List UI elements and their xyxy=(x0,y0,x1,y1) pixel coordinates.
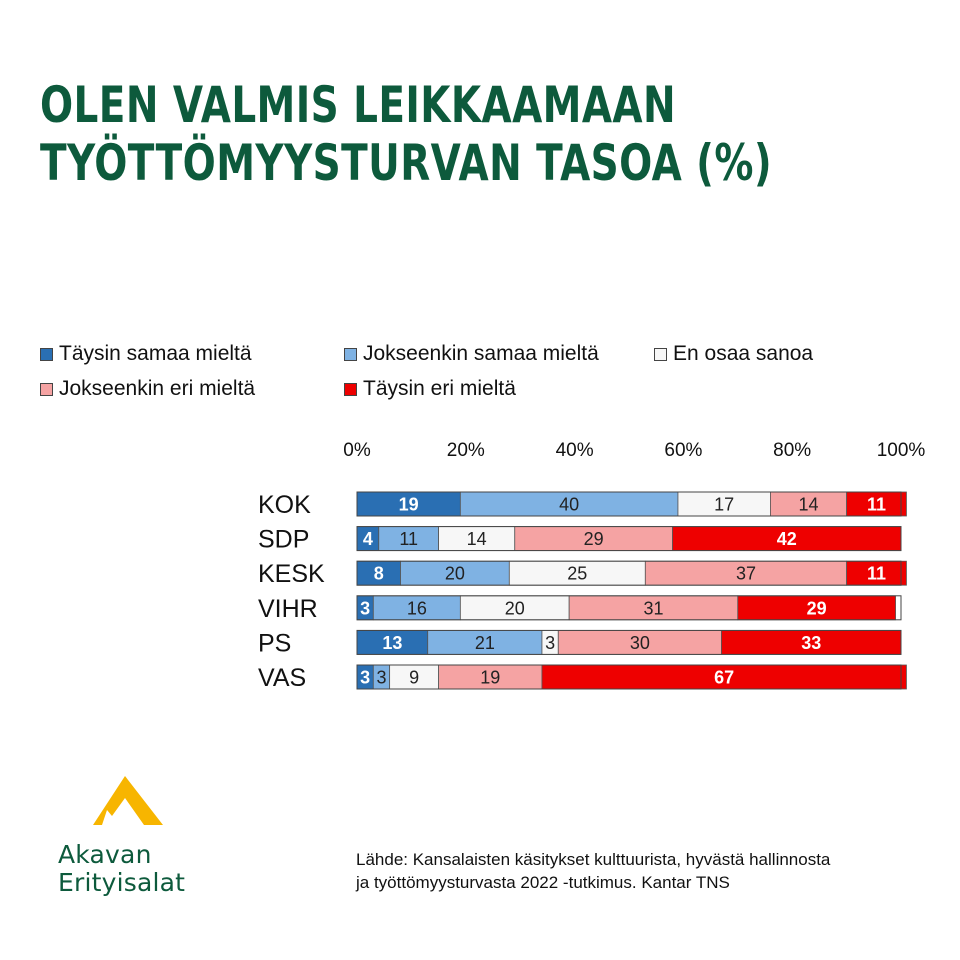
legend-item-taysin-eri: Täysin eri mieltä xyxy=(344,377,516,401)
bar-segment xyxy=(438,664,543,690)
data-label: 67 xyxy=(714,668,734,688)
legend-swatch xyxy=(40,382,53,396)
data-label: 19 xyxy=(480,668,500,688)
category-labels: KOK SDP KESK VIHR PS VAS xyxy=(258,491,325,692)
data-label: 17 xyxy=(714,495,734,515)
data-label: 3 xyxy=(360,598,370,618)
bar-frame xyxy=(356,629,902,655)
data-label: 20 xyxy=(445,564,465,584)
data-label: 21 xyxy=(475,633,495,653)
data-label: 25 xyxy=(567,564,587,584)
logo-mark-icon xyxy=(93,776,163,825)
x-tick-label: 80% xyxy=(773,440,811,461)
bar-frame xyxy=(356,526,902,552)
bar-segment xyxy=(737,595,896,621)
bar-segment xyxy=(459,491,679,517)
data-label: 14 xyxy=(799,495,819,515)
legend-label: En osaa sanoa xyxy=(673,342,814,365)
bar-frame xyxy=(356,491,902,517)
legend-label: Jokseenkin eri mieltä xyxy=(59,377,256,400)
bar-segment xyxy=(568,595,739,621)
data-label: 3 xyxy=(376,668,386,688)
bar-segment xyxy=(400,560,510,586)
data-label: 29 xyxy=(807,598,827,618)
bar-segment xyxy=(721,630,902,655)
x-tick-label: 60% xyxy=(664,440,702,461)
data-label: 37 xyxy=(736,564,756,584)
data-label: 16 xyxy=(407,598,427,618)
bar-segment xyxy=(356,560,401,586)
data-label: 14 xyxy=(467,529,487,549)
legend-swatch xyxy=(40,347,53,361)
data-label: 11 xyxy=(867,495,886,515)
bar-segment xyxy=(846,491,907,517)
data-label: 4 xyxy=(363,529,373,549)
legend-item-jokseenkin-samaa: Jokseenkin samaa mieltä xyxy=(344,342,599,366)
data-label: 31 xyxy=(643,598,663,618)
category-label: PS xyxy=(258,629,291,657)
chart-title-line-2: TYÖTTÖMYYSTURVAN TASOA (%) xyxy=(40,134,773,192)
data-label: 8 xyxy=(374,564,384,584)
data-label: 40 xyxy=(559,495,579,515)
legend-item-en-osaa: En osaa sanoa xyxy=(654,342,813,366)
bar-frame xyxy=(356,560,902,586)
x-tick-label: 40% xyxy=(556,440,594,461)
source-line-1: Lähde: Kansalaisten käsitykset kulttuuri… xyxy=(356,850,831,869)
chart-legend: Täysin samaa mieltä Jokseenkin samaa mie… xyxy=(40,340,860,410)
data-label: 13 xyxy=(382,633,402,653)
legend-swatch xyxy=(654,347,667,361)
logo-line-1: Akavan xyxy=(58,840,152,869)
data-label: 9 xyxy=(409,668,419,688)
data-label: 3 xyxy=(545,633,555,653)
data-label: 30 xyxy=(630,633,650,653)
bar-segment xyxy=(770,491,848,517)
source-note: Lähde: Kansalaisten käsitykset kulttuuri… xyxy=(356,848,946,894)
category-label: KOK xyxy=(258,491,311,519)
legend-label: Jokseenkin samaa mieltä xyxy=(363,342,599,365)
category-label: SDP xyxy=(258,526,309,554)
data-label: 33 xyxy=(801,633,821,653)
bar-frame xyxy=(356,595,902,621)
data-label: 42 xyxy=(777,529,797,549)
legend-item-jokseenkin-eri: Jokseenkin eri mieltä xyxy=(40,377,255,401)
category-label: VIHR xyxy=(258,595,318,623)
x-axis-ticks: 0% 20% 40% 60% 80% 100% xyxy=(343,440,925,461)
source-line-2: ja työttömyysturvasta 2022 -tutkimus. Ka… xyxy=(356,873,730,892)
legend-label: Täysin samaa mieltä xyxy=(59,342,252,365)
data-label: 3 xyxy=(360,668,370,688)
bars: 19 40 17 14 11 4 11 14 29 42 8 20 25 37 11 3 16 20 31 29 13 2… xyxy=(356,491,907,690)
bar-segment xyxy=(356,491,461,517)
data-label: 29 xyxy=(584,529,604,549)
bar-frame xyxy=(356,664,902,690)
bar-segment xyxy=(677,491,771,517)
legend-swatch xyxy=(344,347,357,361)
category-label: KESK xyxy=(258,560,325,588)
chart-title-line-1: OLEN VALMIS LEIKKAAMAAN xyxy=(40,76,677,134)
x-tick-label: 0% xyxy=(343,440,371,461)
x-tick-label: 20% xyxy=(447,440,485,461)
x-tick-label: 100% xyxy=(877,440,926,461)
legend-label: Täysin eri mieltä xyxy=(363,377,516,400)
data-label: 20 xyxy=(505,598,525,618)
legend-item-taysin-samaa: Täysin samaa mieltä xyxy=(40,342,252,366)
bar-segment xyxy=(846,560,907,586)
data-label: 11 xyxy=(399,529,418,549)
chart-title: OLEN VALMIS LEIKKAAMAAN TYÖTTÖMYYSTURVAN… xyxy=(40,76,773,192)
data-label: 19 xyxy=(399,495,419,515)
data-label: 11 xyxy=(867,564,886,584)
legend-swatch xyxy=(344,382,357,396)
akavan-erityisalat-logo: Akavan Erityisalat xyxy=(52,770,232,910)
bar-segment xyxy=(514,526,673,551)
logo-line-2: Erityisalat xyxy=(58,868,186,897)
category-label: VAS xyxy=(258,664,306,692)
